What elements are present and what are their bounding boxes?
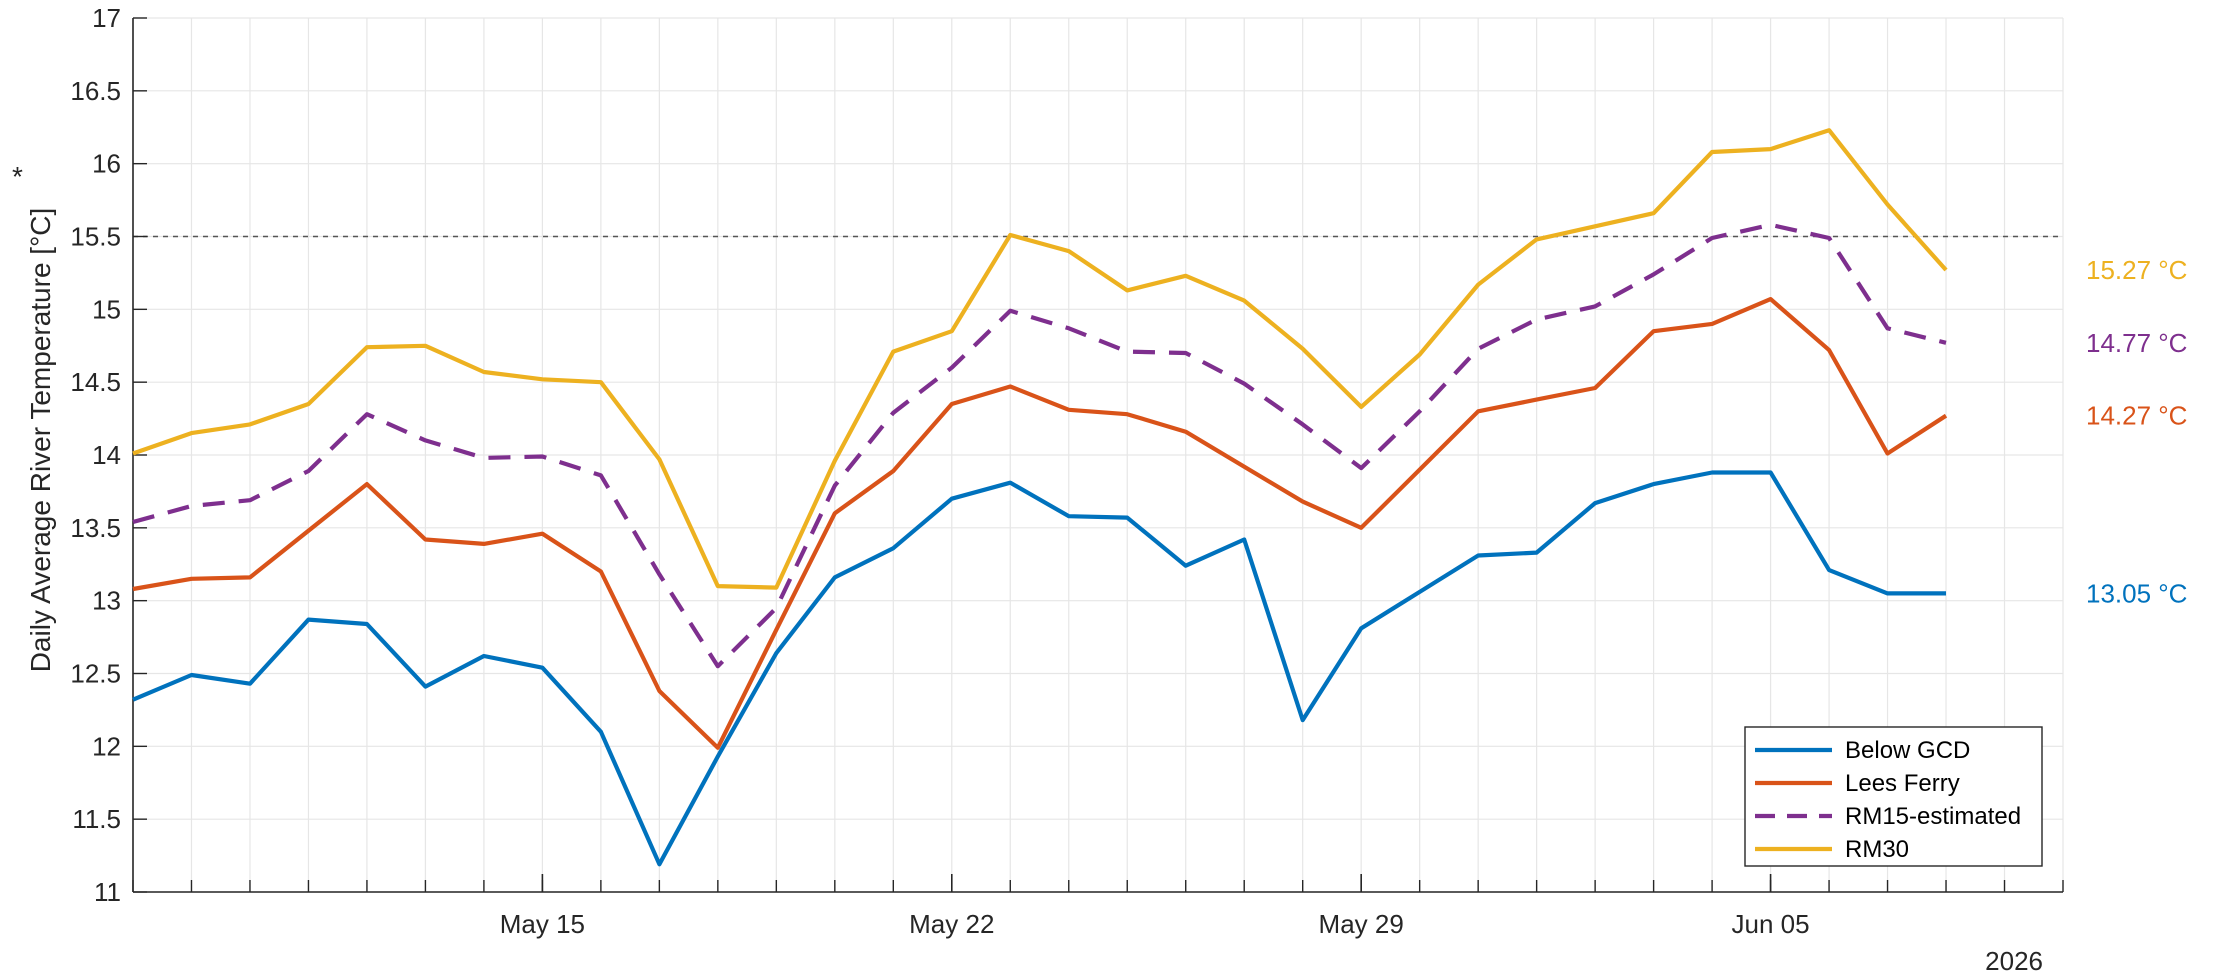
y-tick-label: 13.5	[70, 513, 121, 543]
legend-entry: RM15-estimated	[1845, 803, 2021, 830]
y-axis-label: Daily Average River Temperature [°C]	[25, 208, 56, 673]
y-tick-label: 13	[92, 586, 121, 616]
y-tick-label: 15	[92, 294, 121, 324]
x-axis-year-label: 2026	[1985, 946, 2043, 974]
series-line-rm15-estimated	[132, 222, 1947, 669]
y-axis-label-marker: *	[12, 161, 23, 192]
x-tick-label: Jun 05	[1732, 909, 1810, 939]
y-tick-label: 11.5	[72, 804, 121, 834]
series-line-rm30	[132, 128, 1948, 590]
x-tick-label: May 29	[1319, 909, 1404, 939]
x-tick-label: May 22	[909, 909, 994, 939]
y-tick-label: 17	[92, 3, 121, 33]
x-tick-label: May 15	[500, 909, 585, 939]
y-tick-label: 15.5	[70, 222, 121, 252]
end-value-label: 14.27 °C	[2086, 401, 2187, 431]
end-value-labels: 13.05 °C 14.27 °C 14.77 °C 15.27 °C	[2086, 255, 2187, 608]
legend-entry: RM30	[1845, 836, 1909, 863]
y-tick-label: 14.5	[70, 367, 121, 397]
end-value-label: 14.77 °C	[2086, 328, 2187, 358]
legend-entry: Below GCD	[1845, 737, 1970, 764]
y-tick-label: 12	[92, 731, 121, 761]
y-tick-label: 12.5	[70, 659, 121, 689]
series-line-below-gcd	[132, 470, 1946, 867]
axes	[132, 17, 2064, 893]
legend: Below GCD Lees Ferry RM15-estimated RM30	[1744, 726, 2043, 867]
end-value-label: 13.05 °C	[2086, 578, 2187, 608]
y-tick-label: 14	[92, 440, 121, 470]
y-tick-label: 11	[94, 877, 121, 907]
end-value-label: 15.27 °C	[2086, 255, 2187, 285]
series-line-lees-ferry	[132, 297, 1948, 750]
series-lines	[132, 128, 1948, 867]
y-tick-label: 16	[92, 149, 121, 179]
y-tick-label: 16.5	[70, 76, 121, 106]
legend-entry: Lees Ferry	[1845, 770, 1960, 797]
tick-labels: 11 11.5 12 12.5 13 13.5 14 14.5 15 15.5 16 16.5 17 Ma…	[70, 3, 1809, 939]
